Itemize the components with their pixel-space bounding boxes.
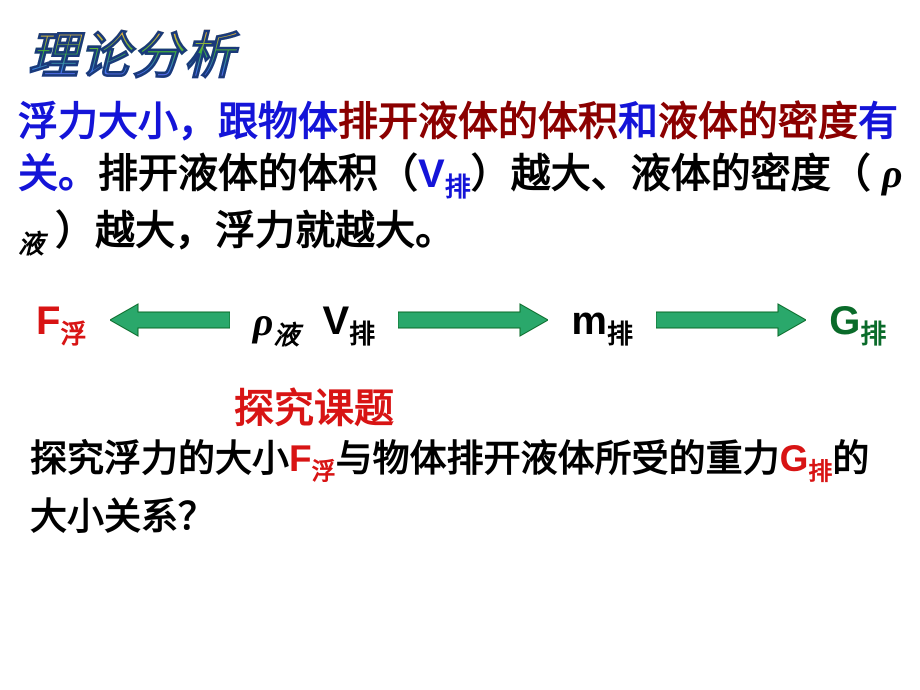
slide-title: 理论分析 [28, 16, 236, 88]
diagram-rho: ρ液 [253, 298, 300, 352]
p1-seg8: ）越大、液体的密度（ [471, 152, 871, 196]
p2-G-sym: G [780, 438, 809, 479]
arrow-right2-icon [656, 302, 806, 348]
sym-rho: ρ [253, 299, 274, 344]
sym-F: F [36, 299, 60, 343]
paragraph-1: 浮力大小，跟物体排开液体的体积和液体的密度有关。排开液体的体积（V排）越大、液体… [18, 96, 910, 262]
arrow-right1-icon [398, 302, 548, 348]
arrow-left-icon [110, 302, 230, 348]
p1-rho: ρ [882, 151, 903, 196]
p2-F-sub: 浮 [312, 458, 336, 485]
p1-seg1: 浮力大小，跟物体 [18, 100, 338, 144]
topic-label: 探究课题 [234, 376, 394, 434]
p2-F: F浮 [289, 438, 336, 479]
sym-V-sub: 排 [349, 319, 375, 349]
p1-seg10: ）越大，浮力就越大。 [55, 209, 455, 253]
p2-G-sub: 排 [808, 458, 832, 485]
paragraph-2: 探究浮力的大小F浮与物体排开液体所受的重力G排的大小关系？ [30, 432, 900, 544]
diagram-V: V排 [322, 299, 375, 351]
p1-rhosub: 液 [18, 230, 44, 259]
sym-G-sub: 排 [860, 319, 886, 349]
p1-Vsub: 排 [445, 172, 471, 202]
sym-m: m [571, 299, 607, 343]
sym-G: G [829, 299, 860, 343]
p1-seg2: 排开液体的体积 [338, 100, 618, 144]
p2-G: G排 [780, 438, 833, 479]
p2-seg2: 与物体排开液体所受的重力 [336, 438, 780, 479]
sym-rho-sub: 液 [273, 321, 299, 350]
diagram-row: F浮 ρ液 V排 m排 G排 [30, 298, 890, 358]
p1-seg4: 液体的密度 [658, 100, 858, 144]
sym-F-sub: 浮 [60, 319, 86, 349]
sym-m-sub: 排 [607, 319, 633, 349]
p2-seg1: 探究浮力的大小 [30, 438, 289, 479]
p1-seg3: 和 [618, 100, 658, 144]
diagram-F: F浮 [36, 299, 86, 351]
sym-V: V [322, 299, 349, 343]
p1-seg6: 排开液体的体积（ [98, 152, 418, 196]
p1-V: V [418, 152, 445, 196]
p2-F-sym: F [289, 438, 312, 479]
diagram-m: m排 [571, 299, 633, 351]
diagram-G: G排 [829, 299, 886, 351]
